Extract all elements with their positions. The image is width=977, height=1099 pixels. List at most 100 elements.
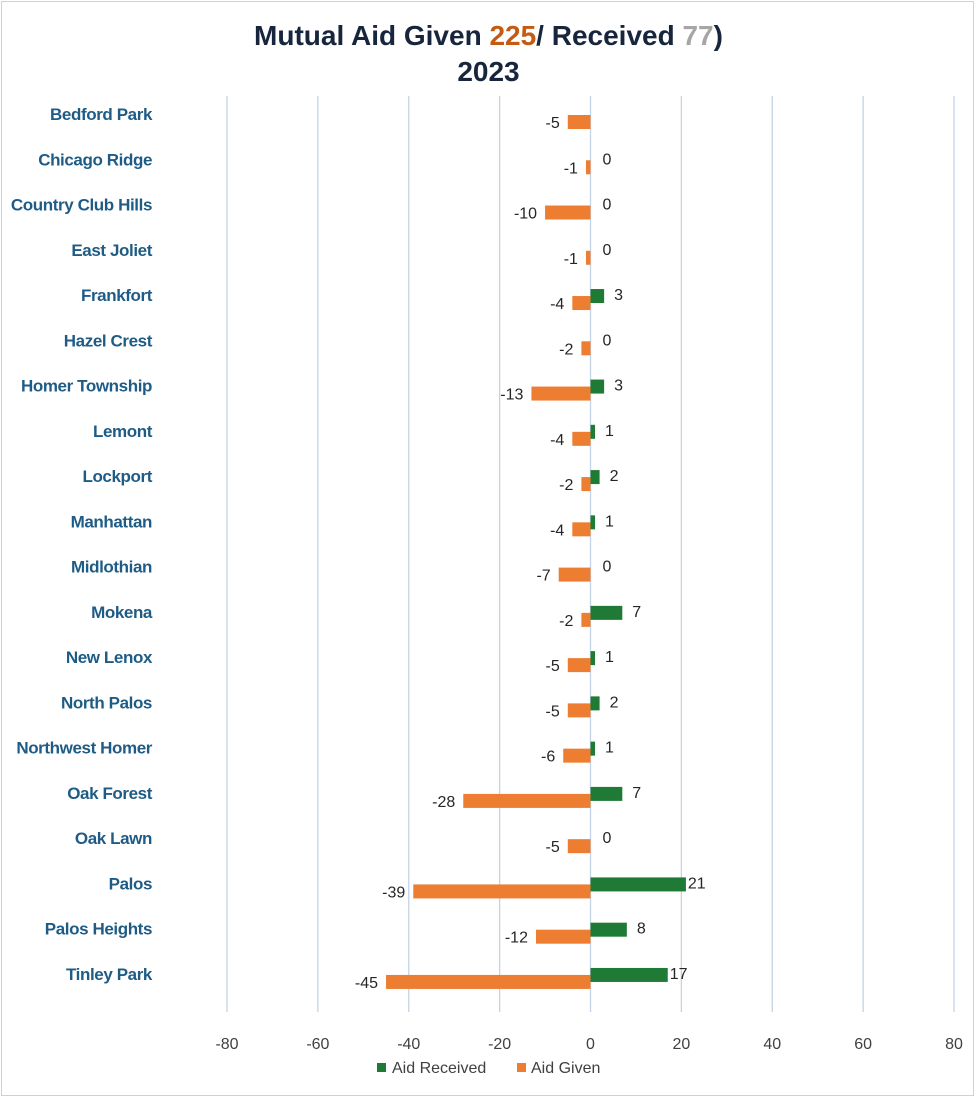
- bar-aid-received: [590, 741, 596, 756]
- legend-label-aid-received: Aid Received: [392, 1060, 486, 1077]
- title-middle: / Received: [536, 20, 683, 51]
- bar-aid-given: [567, 839, 591, 854]
- bar-aid-given: [581, 612, 591, 627]
- category-label: Oak Lawn: [75, 829, 152, 848]
- category-label: Frankfort: [81, 286, 153, 305]
- data-label-aid-received: 2: [610, 468, 619, 485]
- data-label-aid-given: -4: [550, 432, 564, 449]
- category-label: North Palos: [61, 693, 152, 712]
- bar-aid-received: [590, 877, 686, 892]
- category-label: Mokena: [91, 603, 153, 622]
- bar-aid-received: [590, 651, 596, 666]
- data-label-aid-given: -45: [355, 975, 378, 992]
- data-label-aid-given: -4: [550, 296, 564, 313]
- data-label-aid-received: 0: [603, 559, 612, 576]
- category-label: Midlothian: [71, 558, 152, 577]
- data-label-aid-given: -6: [541, 749, 555, 766]
- category-label: Palos Heights: [45, 920, 152, 939]
- bar-aid-given: [413, 884, 591, 899]
- data-label-aid-received: 1: [605, 649, 614, 666]
- bar-aid-given: [585, 160, 591, 175]
- data-label-aid-received: 0: [603, 242, 612, 259]
- legend-swatch-aid-received: [377, 1063, 386, 1072]
- title-prefix: Mutual Aid Given: [254, 20, 490, 51]
- data-label-aid-received: 7: [632, 785, 641, 802]
- data-label-aid-given: -2: [559, 477, 573, 494]
- bar-aid-given: [572, 296, 591, 311]
- title-year: 2023: [457, 56, 520, 87]
- chart-title: Mutual Aid Given 225/ Received 77) 2023: [0, 18, 977, 90]
- x-tick-label: -20: [488, 1036, 511, 1053]
- bar-aid-received: [590, 289, 605, 304]
- bar-aid-given: [563, 748, 591, 763]
- category-label: Chicago Ridge: [38, 150, 152, 169]
- bar-aid-given: [531, 386, 591, 401]
- category-label: East Joliet: [71, 241, 152, 260]
- data-label-aid-received: 7: [632, 604, 641, 621]
- bar-aid-given: [572, 431, 591, 446]
- bar-aid-given: [558, 567, 591, 582]
- data-label-aid-received: 1: [605, 513, 614, 530]
- x-tick-label: -40: [397, 1036, 420, 1053]
- data-label-aid-given: -39: [382, 884, 405, 901]
- category-label: Lemont: [93, 422, 153, 441]
- bar-aid-given: [567, 658, 591, 673]
- data-label-aid-received: 1: [605, 423, 614, 440]
- category-label: Tinley Park: [66, 965, 153, 984]
- bar-aid-given: [572, 522, 591, 537]
- bar-aid-given: [585, 250, 591, 265]
- data-label-aid-given: -4: [550, 522, 564, 539]
- x-tick-label: 60: [854, 1036, 872, 1053]
- bar-aid-given: [545, 205, 591, 220]
- category-label: Northwest Homer: [16, 739, 152, 758]
- bar-aid-given: [567, 703, 591, 718]
- category-label: New Lenox: [66, 648, 153, 667]
- data-label-aid-given: -12: [505, 930, 528, 947]
- bar-aid-given: [535, 929, 591, 944]
- bar-aid-given: [581, 341, 591, 356]
- bar-aid-given: [386, 974, 591, 989]
- title-suffix: ): [713, 20, 723, 51]
- category-label: Bedford Park: [50, 105, 153, 124]
- data-label-aid-given: -13: [500, 387, 523, 404]
- data-label-aid-received: 0: [603, 197, 612, 214]
- data-label-aid-received: 3: [614, 287, 623, 304]
- category-label: Palos: [109, 874, 152, 893]
- bar-aid-received: [590, 605, 623, 620]
- bar-aid-received: [590, 424, 596, 439]
- data-label-aid-given: -1: [564, 251, 578, 268]
- x-tick-label: -80: [215, 1036, 238, 1053]
- data-label-aid-given: -1: [564, 160, 578, 177]
- category-label: Manhattan: [71, 512, 152, 531]
- data-label-aid-given: -5: [546, 839, 560, 856]
- data-label-aid-received: 1: [605, 740, 614, 757]
- data-label-aid-received: 2: [610, 694, 619, 711]
- bar-aid-received: [590, 515, 596, 530]
- bar-aid-received: [590, 786, 623, 801]
- data-label-aid-given: -5: [546, 703, 560, 720]
- data-label-aid-given: -5: [546, 658, 560, 675]
- bar-aid-received: [590, 470, 600, 485]
- data-label-aid-received: 17: [670, 966, 688, 983]
- bar-aid-received: [590, 967, 668, 982]
- bar-aid-given: [463, 793, 591, 808]
- data-label-aid-received: 21: [688, 875, 706, 892]
- data-label-aid-received: 0: [603, 830, 612, 847]
- category-label: Homer Township: [21, 377, 152, 396]
- data-label-aid-given: -5: [546, 115, 560, 132]
- x-tick-label: 20: [672, 1036, 690, 1053]
- title-received-total: 77: [682, 20, 714, 51]
- x-tick-label: 0: [586, 1036, 595, 1053]
- bar-aid-received: [590, 696, 600, 711]
- category-label: Country Club Hills: [11, 196, 152, 215]
- bar-aid-received: [590, 922, 627, 937]
- legend-swatch-aid-given: [517, 1063, 526, 1072]
- data-label-aid-given: -2: [559, 613, 573, 630]
- data-label-aid-received: 8: [637, 921, 646, 938]
- bar-aid-given: [567, 115, 591, 129]
- data-label-aid-received: 0: [603, 151, 612, 168]
- x-tick-label: -60: [306, 1036, 329, 1053]
- category-label: Oak Forest: [67, 784, 153, 803]
